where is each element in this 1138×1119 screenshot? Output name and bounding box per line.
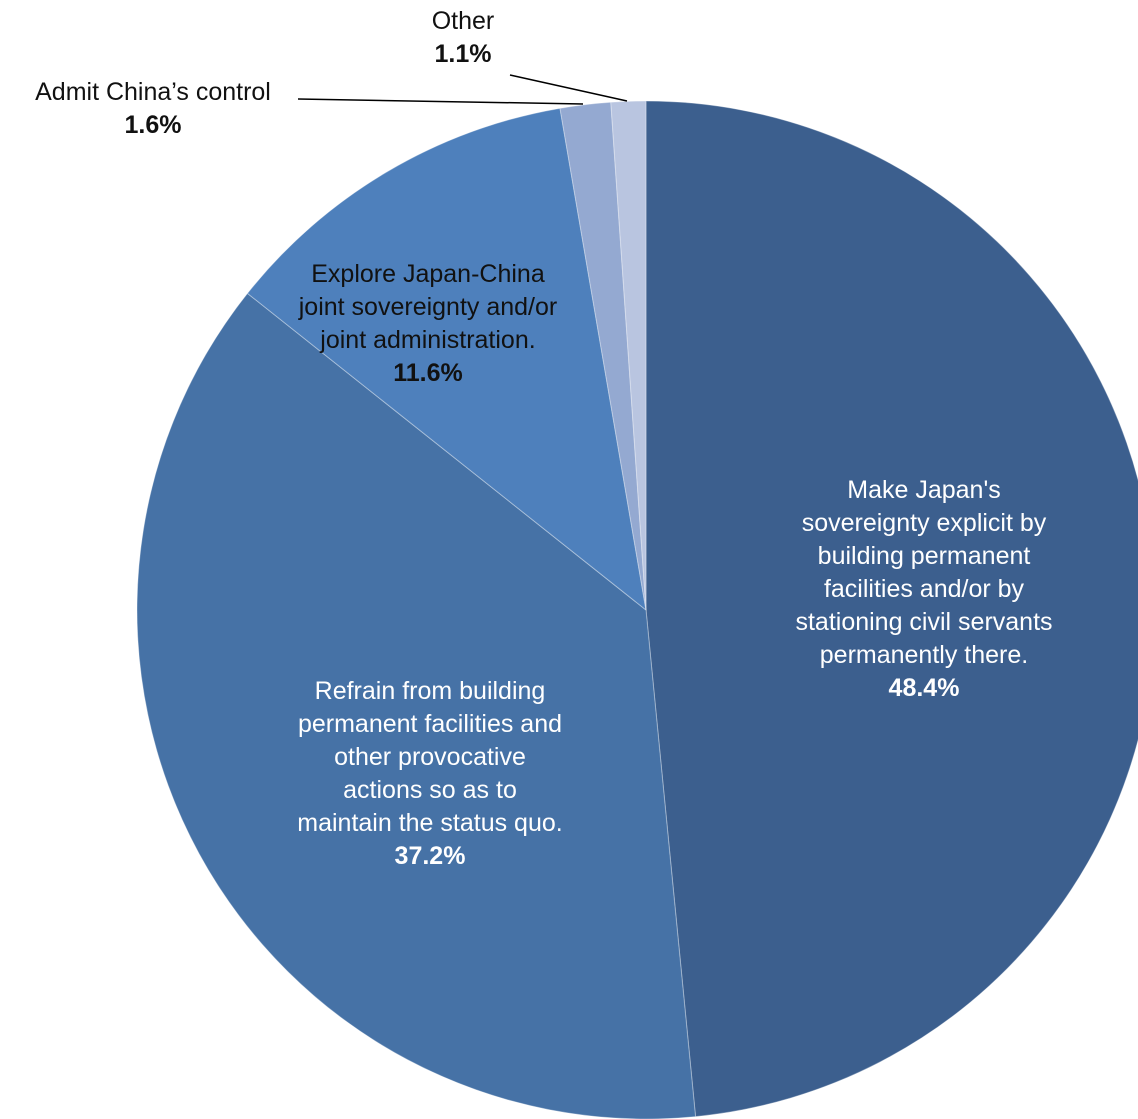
slice-label-3-line-1: Explore Japan-China <box>311 260 545 288</box>
slice-labels: Make Japan's sovereignty explicit by build… <box>35 7 1052 870</box>
slice-value-label-4: 1.6% <box>125 111 182 139</box>
pie-slice-1 <box>645 100 1138 1118</box>
slice-value-label-3: 11.6% <box>393 359 463 387</box>
slice-label-1-line-6: permanently there. <box>820 641 1028 669</box>
slice-label-2-line-2: permanent facilities and <box>298 710 562 738</box>
leader-line-4 <box>297 98 584 105</box>
pie-slice-4 <box>559 101 647 611</box>
slice-label-2-line-4: actions so as to <box>343 776 517 804</box>
pie-slice-5 <box>610 100 647 611</box>
slice-value-label-2: 37.2% <box>395 842 466 870</box>
leader-line-5 <box>509 74 628 102</box>
slice-label-1-line-2: sovereignty explicit by <box>802 509 1047 537</box>
pie-slice-2 <box>136 292 697 1119</box>
leader-lines <box>297 74 628 105</box>
slice-label-5-line-1: Other <box>432 7 495 35</box>
slice-value-label-1: 48.4% <box>889 674 960 702</box>
slice-label-1-line-4: facilities and/or by <box>824 575 1025 603</box>
pie-slices <box>136 100 1138 1119</box>
slice-label-2-line-3: other provocative <box>334 743 526 771</box>
slice-label-3-line-2: joint sovereignty and/or <box>298 293 557 321</box>
slice-label-2-line-1: Refrain from building <box>315 677 546 705</box>
slice-label-3-line-3: joint administration. <box>319 326 535 354</box>
slice-label-1-line-3: building permanent <box>818 542 1031 570</box>
slice-label-1-line-5: stationing civil servants <box>795 608 1052 636</box>
slice-label-1-line-1: Make Japan's <box>847 476 1000 504</box>
pie-slice-3 <box>246 107 647 612</box>
slice-label-4-line-1: Admit China’s control <box>35 78 271 106</box>
slice-label-2-line-5: maintain the status quo. <box>297 809 562 837</box>
slice-value-label-5: 1.1% <box>435 40 492 68</box>
